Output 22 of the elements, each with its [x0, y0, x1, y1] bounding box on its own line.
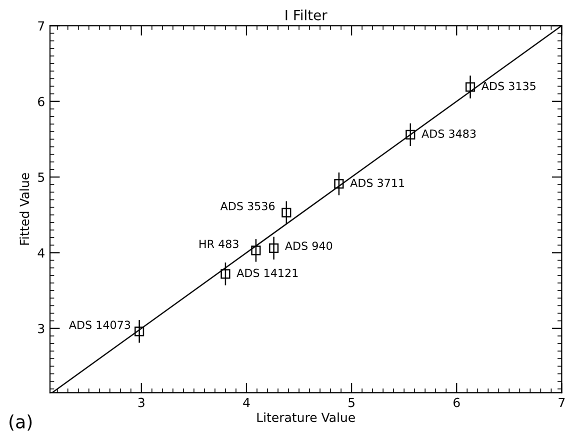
data-label: ADS 3711	[350, 178, 404, 188]
x-tick-label: 3	[138, 398, 144, 408]
data-label: ADS 3536	[220, 202, 275, 210]
data-label: ADS 14121	[236, 268, 298, 278]
y-tick-label: 3	[38, 324, 44, 334]
x-tick-label: 6	[454, 398, 460, 408]
y-tick-label: 4	[38, 248, 44, 258]
x-tick-label: 5	[348, 398, 354, 408]
x-tick-label: 4	[243, 398, 250, 408]
x-axis-title: Literature Value	[257, 412, 355, 422]
chart-title: I Filter	[286, 10, 328, 20]
x-tick-label: 7	[558, 398, 565, 408]
y-axis-title: Fitted Value	[20, 173, 30, 245]
data-label: ADS 14073	[68, 320, 130, 330]
data-label: ADS 3483	[422, 129, 476, 138]
y-tick-label: 7	[38, 21, 44, 30]
data-label: HR 483	[200, 240, 238, 248]
text: (a)	[10, 414, 32, 431]
y-tick-label: 5	[38, 172, 44, 182]
y-tick-label: 6	[38, 96, 44, 106]
data-label: ADS 3135	[481, 82, 536, 90]
data-label: ADS 940	[285, 242, 332, 250]
